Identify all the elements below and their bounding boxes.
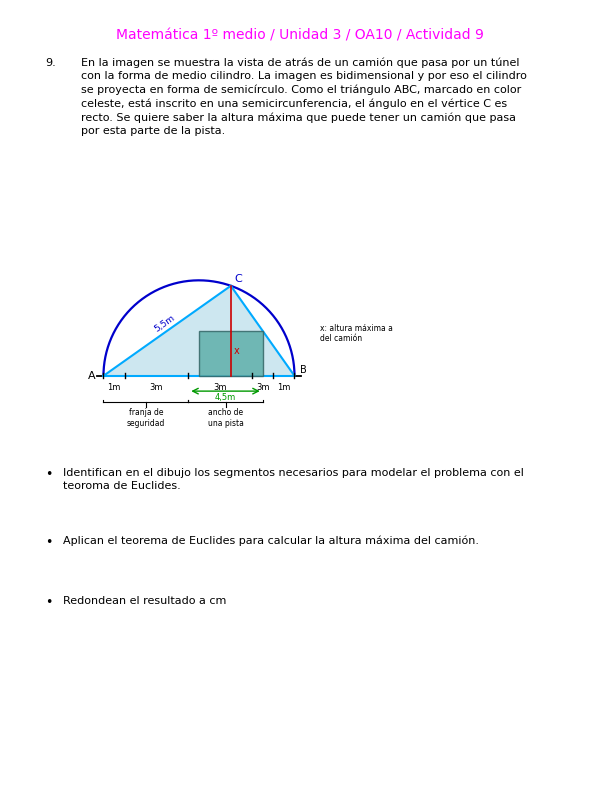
- Polygon shape: [103, 286, 295, 376]
- Text: •: •: [45, 468, 52, 481]
- Text: ancho de
una pista: ancho de una pista: [208, 408, 244, 428]
- Text: 1m: 1m: [107, 383, 121, 392]
- Text: 5,5m: 5,5m: [152, 314, 176, 334]
- Text: x: altura máxima a
del camión: x: altura máxima a del camión: [320, 324, 393, 343]
- Text: franja de
seguridad: franja de seguridad: [127, 408, 165, 428]
- Text: 4,5m: 4,5m: [215, 394, 236, 402]
- Text: •: •: [45, 536, 52, 549]
- Bar: [199, 331, 263, 376]
- Text: En la imagen se muestra la vista de atrás de un camión que pasa por un túnel
con: En la imagen se muestra la vista de atrá…: [81, 58, 527, 136]
- Text: C: C: [234, 274, 242, 284]
- Text: Aplican el teorema de Euclides para calcular la altura máxima del camión.: Aplican el teorema de Euclides para calc…: [63, 536, 479, 546]
- Text: 3m: 3m: [256, 383, 269, 392]
- Text: x: x: [233, 346, 239, 356]
- Text: Identifican en el dibujo los segmentos necesarios para modelar el problema con e: Identifican en el dibujo los segmentos n…: [63, 468, 524, 490]
- Text: 3m: 3m: [150, 383, 163, 392]
- Text: A: A: [88, 371, 95, 381]
- Text: 9.: 9.: [45, 58, 56, 67]
- Text: B: B: [300, 365, 307, 374]
- Text: Redondean el resultado a cm: Redondean el resultado a cm: [63, 596, 226, 606]
- Text: •: •: [45, 596, 52, 609]
- Text: Matemática 1º medio / Unidad 3 / OA10 / Actividad 9: Matemática 1º medio / Unidad 3 / OA10 / …: [116, 29, 484, 43]
- Text: 1m: 1m: [277, 383, 290, 392]
- Text: 3m: 3m: [214, 383, 227, 392]
